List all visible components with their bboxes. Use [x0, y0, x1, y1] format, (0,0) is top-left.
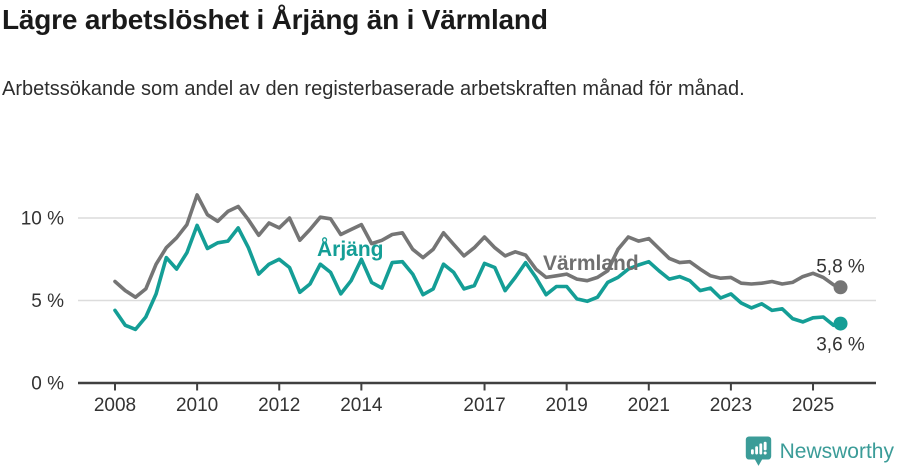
logo-bar-medium — [754, 446, 758, 455]
x-tick-label-2014: 2014 — [340, 395, 383, 416]
y-tick-label-0: 0 % — [31, 374, 64, 395]
x-tick-label-2021: 2021 — [628, 395, 670, 416]
logo-bar-small — [750, 449, 754, 455]
x-tick-label-2017: 2017 — [463, 395, 505, 416]
logo-bar-large — [759, 443, 762, 455]
logo-exclamation-dot — [763, 451, 767, 455]
x-tick-label-2025: 2025 — [792, 395, 834, 416]
series-end-label-varmland: 5,8 % — [816, 256, 865, 277]
newsworthy-icon — [745, 436, 771, 466]
series-line-varmland — [113, 193, 843, 300]
y-tick-label-10: 10 % — [21, 209, 64, 230]
series-end-dot-varmland — [833, 280, 848, 295]
series-end-label-arjang: 3,6 % — [816, 335, 865, 356]
x-tick-label-2008: 2008 — [94, 395, 136, 416]
x-tick-label-2012: 2012 — [258, 395, 300, 416]
series-label-arjang: Årjäng — [317, 238, 384, 261]
x-tick-label-2023: 2023 — [710, 395, 752, 416]
x-tick-label-2019: 2019 — [546, 395, 588, 416]
chart-subtitle: Arbetssökande som andel av den registerb… — [2, 78, 745, 100]
newsworthy-brand: Newsworthy — [779, 439, 894, 463]
y-tick-label-5: 5 % — [31, 291, 64, 312]
logo-exclamation-bar — [763, 441, 767, 451]
series-label-varmland: Värmland — [543, 252, 639, 275]
chart-title: Lägre arbetslöshet i Årjäng än i Värmlan… — [2, 4, 548, 35]
newsworthy-logo: Newsworthy — [745, 436, 894, 467]
series-end-dot-arjang — [833, 316, 848, 331]
series-line-arjang — [113, 223, 843, 332]
x-tick-label-2010: 2010 — [176, 395, 218, 416]
